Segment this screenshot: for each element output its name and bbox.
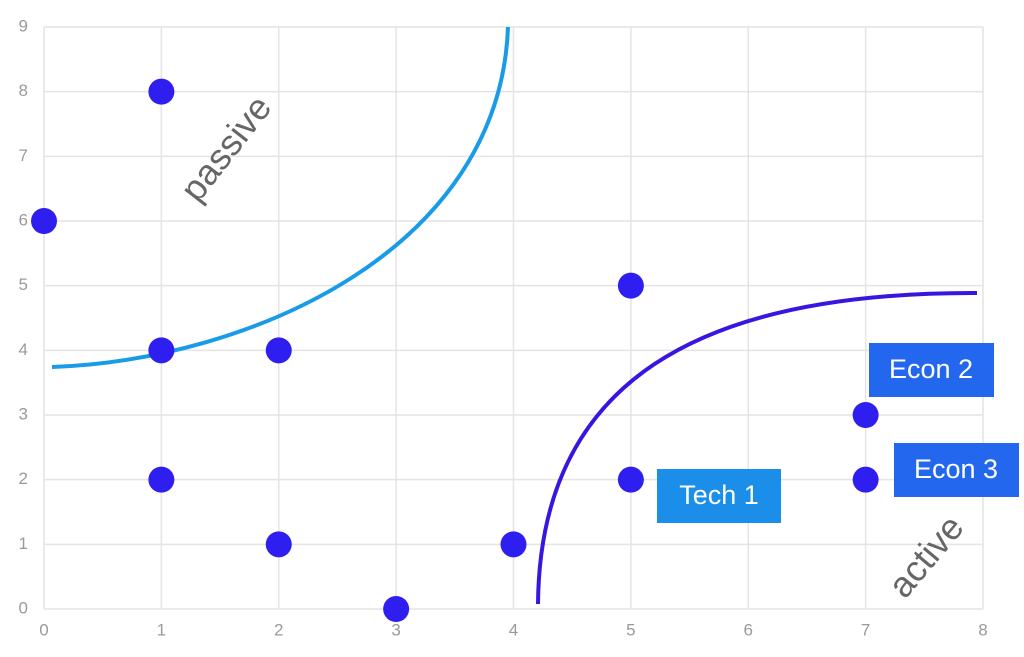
x-tick-label: 3: [391, 620, 400, 639]
y-tick-label: 6: [19, 210, 28, 229]
label-box: [657, 469, 781, 523]
region-label: passive: [172, 87, 279, 208]
point: [148, 466, 175, 493]
label-box: [894, 443, 1019, 497]
point: [265, 337, 292, 364]
point: [852, 466, 879, 493]
x-tick-label: 7: [861, 620, 870, 639]
label-box: [869, 343, 994, 397]
y-tick-label: 9: [19, 16, 28, 35]
x-tick-label: 5: [626, 620, 635, 639]
y-tick-label: 4: [19, 340, 28, 359]
point-label: Econ 3: [914, 454, 998, 484]
x-tick-label: 8: [978, 620, 987, 639]
active-curve: [536, 290, 978, 605]
point: [383, 596, 410, 622]
y-tick-label: 5: [19, 275, 28, 294]
point: [617, 272, 644, 299]
x-tick-label: 6: [744, 620, 753, 639]
x-tick-label: 1: [157, 620, 166, 639]
y-tick-label: 0: [19, 598, 28, 617]
point: [500, 531, 527, 558]
y-tick-label: 2: [19, 469, 28, 488]
point-label: Tech 1: [679, 480, 759, 510]
y-tick-label: 1: [19, 534, 28, 553]
points: [31, 78, 879, 622]
y-tick-label: 8: [19, 81, 28, 100]
point: [617, 466, 644, 493]
x-tick-label: 4: [509, 620, 518, 639]
x-tick-label: 0: [39, 620, 48, 639]
point: [31, 208, 57, 234]
x-tick-label: 2: [274, 620, 283, 639]
region-label: active: [880, 507, 972, 605]
point: [148, 78, 175, 105]
point: [852, 402, 879, 428]
passive-curve: [51, 26, 510, 369]
point-label: Econ 2: [889, 354, 973, 384]
y-tick-label: 3: [19, 404, 28, 423]
point: [265, 531, 292, 558]
y-tick-label: 7: [19, 146, 28, 165]
point: [148, 337, 175, 364]
